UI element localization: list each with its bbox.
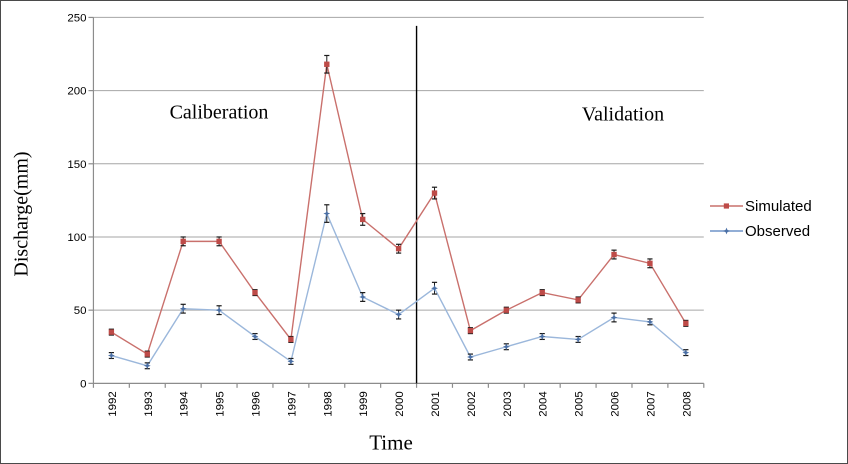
y-tick-labels: 0 50 100 150 200 250 (67, 12, 86, 390)
svg-text:1994: 1994 (179, 391, 191, 417)
legend-item-simulated: Simulated (709, 197, 812, 215)
svg-text:100: 100 (67, 232, 86, 244)
svg-text:1995: 1995 (215, 391, 227, 416)
svg-text:250: 250 (67, 12, 86, 24)
legend-item-observed: Observed (709, 222, 812, 240)
svg-text:1997: 1997 (286, 391, 298, 416)
svg-text:1996: 1996 (250, 391, 262, 416)
svg-text:2006: 2006 (610, 391, 622, 416)
svg-text:0: 0 (80, 378, 86, 390)
y-axis-title: Discharge(mm) (10, 151, 33, 277)
svg-text:1998: 1998 (322, 391, 334, 416)
legend-simulated-label: Simulated (745, 197, 812, 215)
validation-region-label: Validation (581, 103, 665, 126)
gridlines (93, 16, 704, 311)
svg-text:50: 50 (74, 305, 87, 317)
observed-line-marker-icon (710, 227, 743, 235)
svg-text:2003: 2003 (502, 391, 514, 416)
svg-text:2002: 2002 (466, 391, 478, 416)
series-observed (107, 204, 690, 370)
svg-text:1993: 1993 (143, 391, 155, 416)
svg-text:2001: 2001 (430, 391, 442, 416)
svg-text:2000: 2000 (394, 391, 406, 416)
svg-text:2004: 2004 (538, 391, 550, 417)
x-tick-labels: 1992 1993 1994 1995 1996 1997 1998 1999 2000 2001… (107, 391, 693, 417)
svg-text:2008: 2008 (681, 391, 693, 416)
x-axis-title: Time (369, 430, 413, 455)
svg-text:1992: 1992 (107, 391, 119, 416)
svg-text:150: 150 (67, 159, 86, 171)
svg-text:200: 200 (67, 86, 86, 98)
svg-text:1999: 1999 (358, 391, 370, 416)
legend: Simulated Observed (709, 197, 812, 240)
axes (88, 16, 705, 388)
simulated-line-marker-icon (710, 203, 743, 209)
svg-text:2005: 2005 (574, 391, 586, 416)
svg-text:2007: 2007 (645, 391, 657, 416)
series-simulated (108, 54, 689, 358)
calibration-region-label: Caliberation (169, 101, 269, 124)
legend-observed-label: Observed (745, 222, 811, 240)
